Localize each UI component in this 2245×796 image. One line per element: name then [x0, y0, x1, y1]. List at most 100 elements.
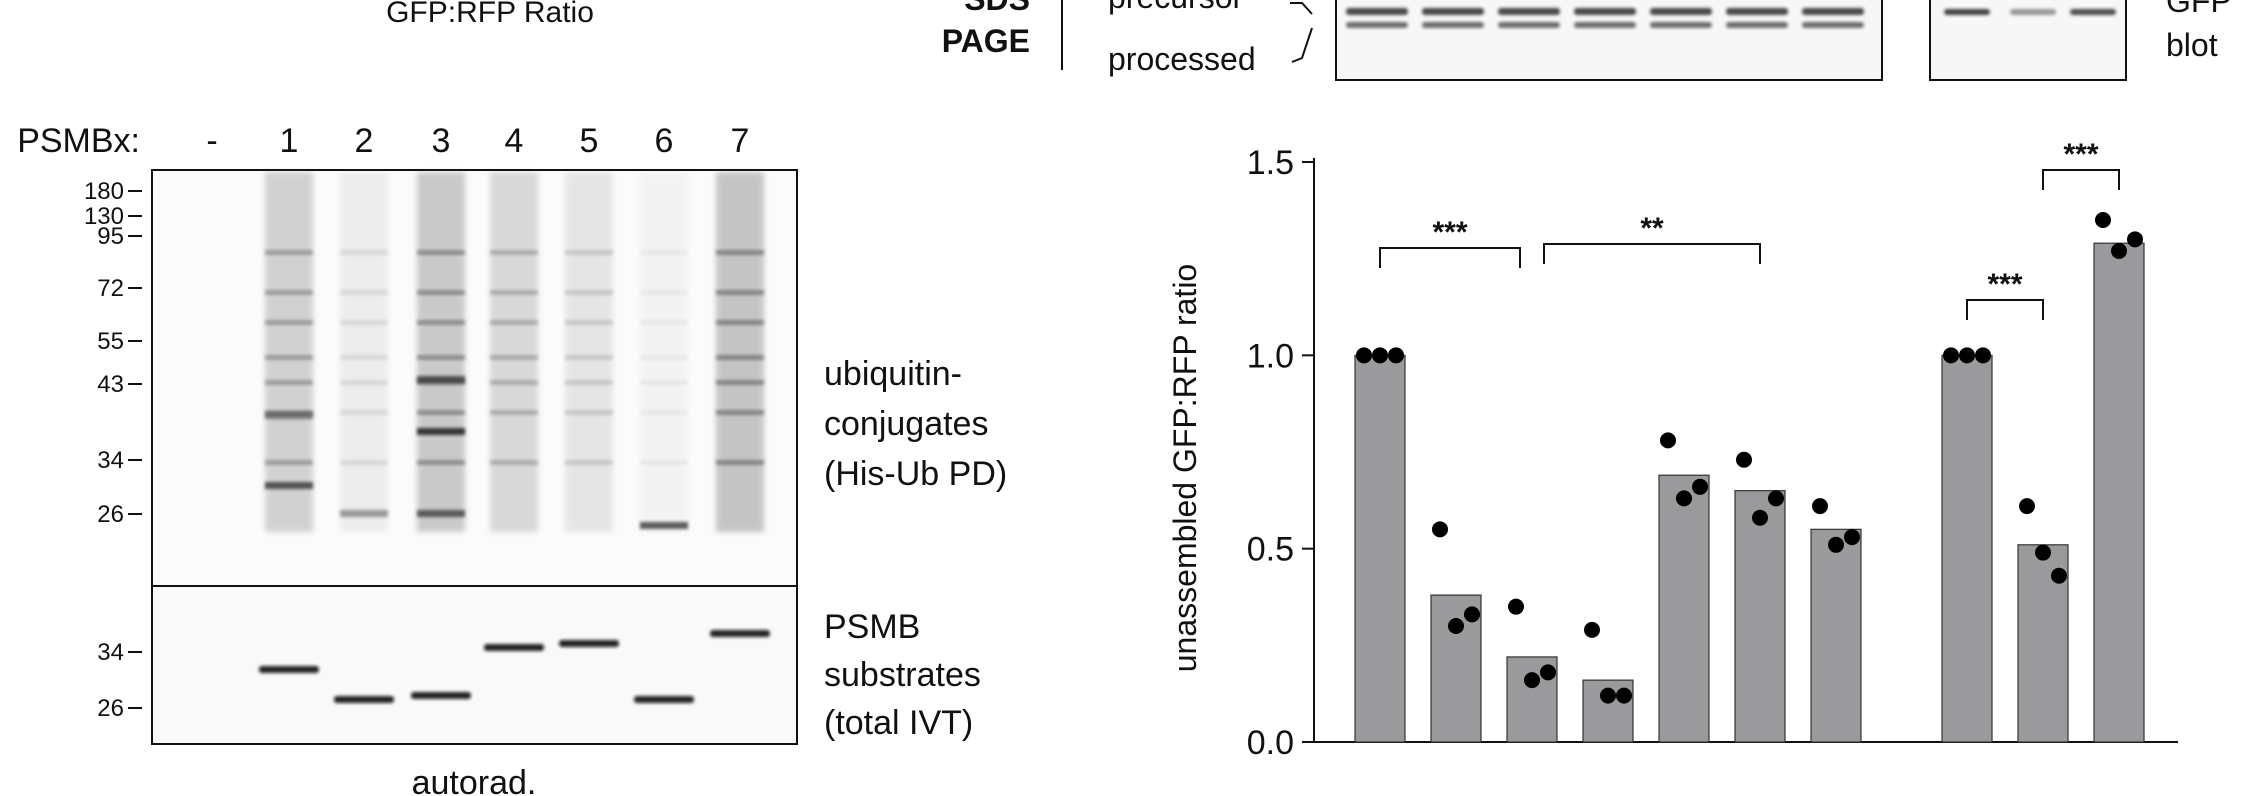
ubiquitin-band [340, 460, 388, 465]
gfp-blot-label-line2: blot [2166, 27, 2218, 63]
group2-point [2111, 242, 2127, 259]
group1-point [1616, 687, 1632, 704]
ubiquitin-band [265, 290, 313, 295]
group2-point [1959, 347, 1975, 364]
y-tick-label: 1.0 [1247, 337, 1294, 375]
ubiquitin-band [417, 460, 465, 465]
ubiquitin-smear [265, 172, 313, 532]
autorad-gel [151, 169, 798, 745]
ubiquitin-smears [265, 172, 764, 532]
ubiquitin-band [716, 250, 764, 255]
group2-point [1943, 347, 1959, 364]
mw-marker-label: 55 [97, 328, 124, 355]
ubiquitin-band [340, 250, 388, 255]
lane-label: 3 [432, 122, 451, 160]
top-left-caption: GFP:RFP Ratio [386, 0, 594, 29]
sds-band-processed [1726, 22, 1788, 28]
group2-bar [2093, 242, 2145, 743]
group2-point [2035, 544, 2051, 561]
blot-band [1944, 9, 1990, 15]
bracket-lower [1291, 27, 1313, 63]
ub-label-line1: ubiquitin- [824, 355, 962, 393]
sds-band-processed [1802, 22, 1864, 28]
sds-band-processed [1650, 22, 1712, 28]
significance-label: ** [1640, 212, 1664, 245]
y-tick-label: 0.0 [1247, 724, 1294, 762]
group2-bar [1941, 354, 1993, 743]
y-tick-label: 1.5 [1247, 144, 1294, 182]
ubiquitin-smear [490, 172, 538, 532]
blot-band [2070, 9, 2116, 15]
ubiquitin-band [716, 410, 764, 415]
sub-label-line1: PSMB [824, 608, 920, 646]
ubiquitin-band [490, 355, 538, 360]
significance-brackets: *** ******** [1379, 138, 2120, 320]
group1-point [1844, 529, 1860, 546]
group1-point [1812, 498, 1828, 515]
significance-label: *** [1987, 268, 2022, 301]
group1-point [1600, 687, 1616, 704]
sds-band-processed [1346, 22, 1408, 28]
group1-point [1464, 606, 1480, 623]
ubiquitin-band-strong [417, 376, 465, 383]
ubiquitin-band [340, 410, 388, 415]
ubiquitin-band [265, 460, 313, 465]
band-label-upper: precursor [1108, 0, 1244, 15]
gel-footer: autorad. [412, 764, 537, 796]
ubiquitin-band-strong [340, 510, 388, 517]
ubiquitin-band [490, 320, 538, 325]
significance-bracket [1966, 299, 2044, 320]
gfp-blot-label-line1: GFP [2166, 0, 2232, 19]
mw-marker-label: 26 [97, 695, 124, 722]
mw-marker-label: 43 [97, 371, 124, 398]
mw-marker-label: 95 [97, 223, 124, 250]
y-axis-label: unassembled GFP:RFP ratio [1167, 264, 1203, 672]
ubiquitin-band [490, 410, 538, 415]
ubiquitin-band [417, 355, 465, 360]
bracket-upper [1290, 2, 1313, 15]
ubiquitin-band [716, 460, 764, 465]
substrate-band [634, 696, 694, 703]
sds-band-precursor [1498, 8, 1560, 15]
ubiquitin-band [417, 410, 465, 415]
ubiquitin-band [565, 290, 613, 295]
lane-label: 6 [655, 122, 674, 160]
sds-gel-panel [1335, 0, 1883, 81]
sds-band-precursor [1802, 8, 1864, 15]
ubiquitin-band [716, 290, 764, 295]
ubiquitin-band [640, 410, 688, 415]
bar-chart: unassembled GFP:RFP ratio 1.5 1.0 0.5 0.0 *… [1167, 138, 2178, 762]
mw-marker-label: 180 [84, 178, 124, 205]
ubiquitin-band [640, 355, 688, 360]
ubiquitin-band [565, 355, 613, 360]
ubiquitin-band [716, 380, 764, 385]
group1-point [1524, 672, 1540, 689]
ubiquitin-smear [565, 172, 613, 532]
ubiquitin-band [565, 380, 613, 385]
mw-marker-label: 34 [97, 639, 124, 666]
significance-label: *** [1432, 216, 1467, 249]
lane-labels: - 1 2 3 4 5 6 7 [206, 122, 749, 160]
lane-label: 4 [505, 122, 524, 160]
ubiquitin-band-strong [265, 412, 313, 419]
ubiquitin-band [565, 320, 613, 325]
sub-label-line2: substrates [824, 656, 981, 694]
sds-band-precursor [1574, 8, 1636, 15]
y-tick-label: 0.5 [1247, 531, 1294, 569]
ubiquitin-band-strong [417, 428, 465, 435]
ubiquitin-band [640, 290, 688, 295]
ubiquitin-band [340, 380, 388, 385]
ubiquitin-band [265, 380, 313, 385]
group1-point [1768, 490, 1784, 507]
substrate-panel [151, 585, 798, 745]
sds-band-processed [1574, 22, 1636, 28]
ubiquitin-band [565, 460, 613, 465]
ubiquitin-band [716, 355, 764, 360]
blot-bands [1944, 9, 2116, 15]
substrate-band [259, 666, 319, 673]
significance-bracket [1543, 243, 1761, 264]
ubiquitin-band [340, 355, 388, 360]
significance-bracket [2042, 169, 2120, 190]
group2-point [2127, 231, 2143, 248]
